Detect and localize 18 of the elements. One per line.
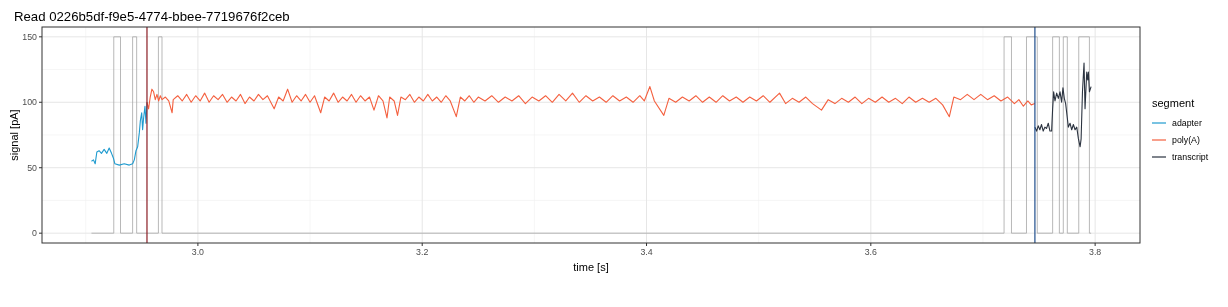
x-axis-title: time [s] [573, 261, 609, 273]
legend-title: segment [1152, 97, 1195, 109]
chart-title: Read 0226b5df-f9e5-4774-bbee-7719676f2ceb [14, 9, 290, 24]
x-tick-label: 3.4 [640, 247, 653, 257]
x-tick-label: 3.6 [864, 247, 878, 257]
line-series [146, 86, 1036, 119]
y-tick-label: 50 [27, 162, 38, 173]
y-axis-title: signal [pA] [8, 109, 20, 161]
y-tick-label: 0 [32, 228, 38, 239]
y-tick-label: 150 [22, 31, 38, 42]
x-tick-label: 3.0 [191, 247, 205, 257]
x-tick-label: 3.8 [1089, 247, 1102, 257]
legend-label: adapter [1172, 118, 1202, 128]
y-tick-label: 100 [22, 97, 38, 108]
line-series [1034, 62, 1092, 148]
legend-label: poly(A) [1172, 135, 1200, 145]
x-tick-label: 3.2 [416, 247, 429, 257]
legend-label: transcript [1172, 152, 1209, 162]
